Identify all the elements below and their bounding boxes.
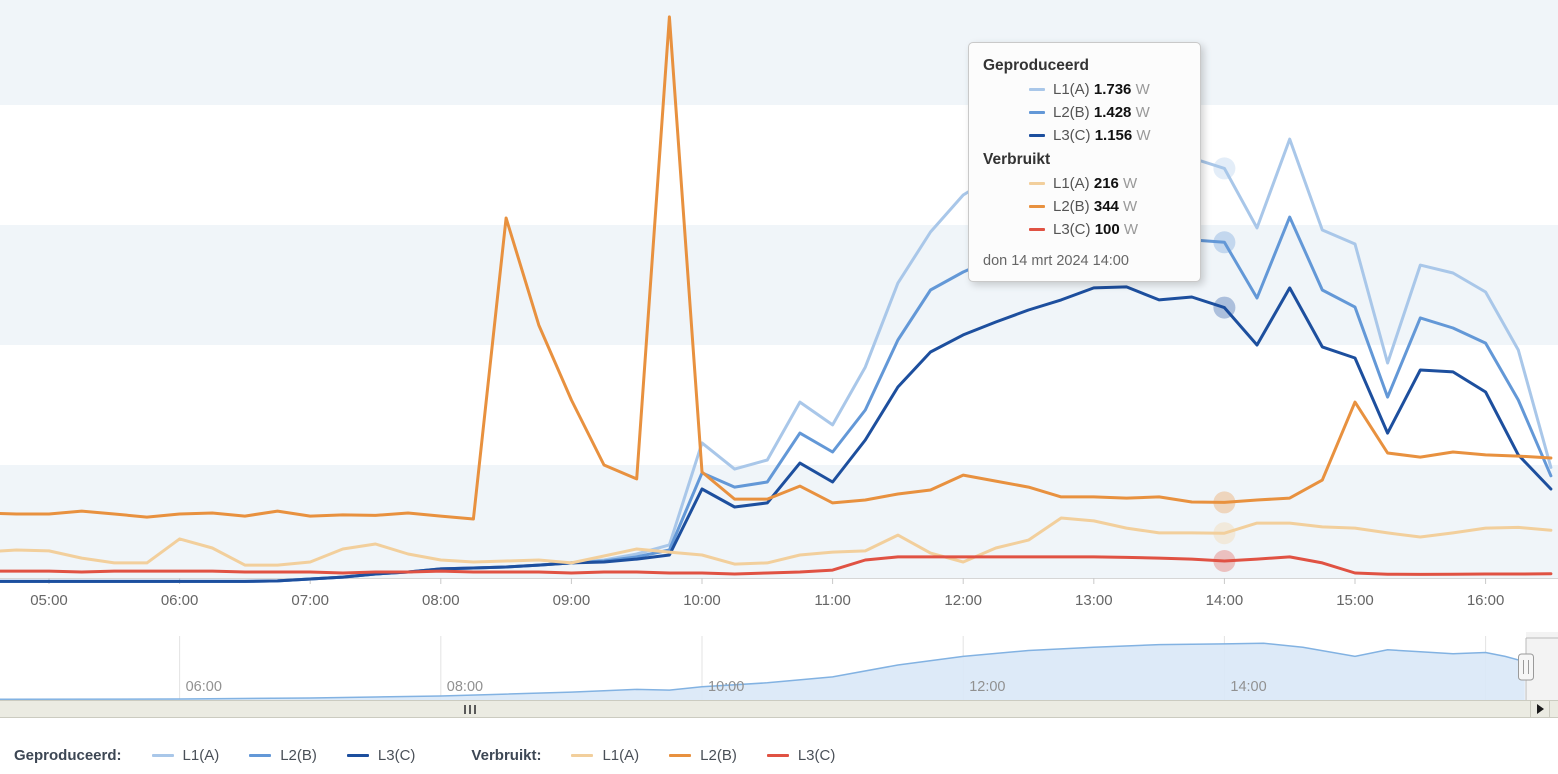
series-color-dash-icon: [1029, 87, 1045, 91]
legend-item-label: L2(B): [280, 746, 317, 764]
x-axis-label: 07:00: [291, 592, 329, 609]
x-axis-label: 12:00: [944, 592, 982, 609]
legend-item-geproduceerd-l1a[interactable]: L1(A): [151, 746, 220, 764]
legend-item-label: L1(A): [602, 746, 640, 764]
legend-item-label: L2(B): [700, 746, 737, 764]
tooltip-series-value: 100: [1094, 221, 1120, 238]
chart-legend: Geproduceerd: L1(A) L2(B) L3(C) Verbruikt: L1…: [14, 740, 865, 770]
legend-color-dash-icon: [669, 753, 692, 757]
tooltip-produced-title: Geproduceerd: [983, 57, 1089, 74]
legend-color-dash-icon: [346, 753, 369, 757]
hover-marker: [1213, 231, 1236, 254]
main-chart-plot[interactable]: 05:00 06:00 07:00 08:00 09:00 10:00 11:00 12:00…: [0, 0, 1558, 620]
tooltip-consumed-title: Verbruikt: [983, 151, 1051, 168]
tooltip-datetime: don 14 mrt 2024 14:00: [983, 253, 1129, 269]
legend-item-label: L1(A): [182, 746, 220, 764]
tooltip-series-unit: W: [1132, 127, 1151, 144]
tooltip-series-value: 216: [1093, 175, 1119, 192]
tooltip-series-unit: W: [1118, 198, 1138, 215]
series-color-dash-icon: [1029, 181, 1045, 185]
tooltip-series-label: L1(A): [1053, 81, 1094, 98]
hover-marker: [1213, 522, 1236, 545]
x-axis-label: 10:00: [683, 592, 721, 609]
tooltip-series-value: 344: [1093, 198, 1119, 215]
tooltip-row: L2(B) 1.428 W: [1029, 101, 1186, 124]
tooltip-series-value: 1.428: [1093, 104, 1132, 121]
tooltip-series-unit: W: [1131, 81, 1150, 98]
series-line-geproduceerd-l3c[interactable]: [0, 285, 1553, 583]
legend-color-dash-icon: [571, 753, 594, 757]
x-axis-label: 09:00: [553, 592, 591, 609]
x-axis-label: 13:00: [1075, 592, 1113, 609]
series-line-verbruikt-l2b[interactable]: [0, 15, 1553, 521]
chart-scrollbar[interactable]: [0, 700, 1558, 718]
scrollbar-right-button[interactable]: [1530, 701, 1550, 717]
series-color-dash-icon: [1029, 227, 1045, 231]
legend-item-geproduceerd-l3c[interactable]: L3(C): [346, 746, 416, 764]
hover-marker: [1213, 491, 1236, 514]
x-axis-label: 06:00: [161, 592, 199, 609]
legend-group-title: Geproduceerd:: [14, 746, 122, 764]
hover-marker: [1213, 296, 1236, 319]
tooltip-series-unit: W: [1118, 175, 1138, 192]
series-color-dash-icon: [1029, 204, 1045, 208]
navigator-line: [0, 642, 1525, 700]
navigator-axis-label: 12:00: [969, 679, 1005, 695]
tooltip-series-label: L2(B): [1053, 104, 1094, 121]
tooltip-produced-rows: L1(A) 1.736 W L2(B) 1.428 W L3(C) 1.156 W: [983, 78, 1186, 147]
navigator-axis-label: 06:00: [186, 679, 222, 695]
navigator-axis-label: 14:00: [1230, 679, 1266, 695]
navigator-axis-label: 10:00: [708, 679, 744, 695]
tooltip-row: L3(C) 100 W: [1029, 218, 1186, 241]
tooltip-series-value: 1.736: [1093, 81, 1132, 98]
tooltip-series-label: L2(B): [1053, 198, 1094, 215]
tooltip-series-value: 1.156: [1094, 127, 1133, 144]
legend-item-label: L3(C): [377, 746, 416, 764]
legend-item-verbruikt-l1a[interactable]: L1(A): [571, 747, 639, 764]
right-arrow-icon: [1536, 704, 1544, 714]
legend-item-geproduceerd-l2b[interactable]: L2(B): [249, 747, 317, 764]
series-line-verbruikt-l1a[interactable]: [0, 516, 1553, 567]
x-axis-label: 05:00: [30, 592, 68, 609]
series-color-dash-icon: [1029, 110, 1045, 114]
plot-band: [0, 0, 1558, 105]
navigator-area[interactable]: [0, 643, 1525, 700]
tooltip-series-label: L3(C): [1053, 127, 1095, 144]
tooltip-series-unit: W: [1131, 104, 1150, 121]
tooltip-row: L1(A) 1.736 W: [1029, 78, 1186, 101]
series-color-dash-icon: [1029, 133, 1045, 137]
legend-color-dash-icon: [151, 753, 174, 757]
legend-item-verbruikt-l3c[interactable]: L3(C): [766, 746, 836, 764]
navigator-axis-label: 08:00: [447, 679, 483, 695]
x-axis-label: 11:00: [814, 592, 850, 609]
x-axis-label: 08:00: [422, 592, 460, 609]
x-axis-label: 14:00: [1206, 592, 1244, 609]
tooltip-series-label: L1(A): [1053, 175, 1094, 192]
tooltip-series-unit: W: [1119, 221, 1139, 238]
series-line-verbruikt-l3c[interactable]: [0, 555, 1553, 576]
tooltip-row: L3(C) 1.156 W: [1029, 124, 1186, 147]
scrollbar-grip[interactable]: [464, 705, 476, 714]
x-axis-label: 15:00: [1336, 592, 1374, 609]
hover-marker: [1213, 550, 1236, 572]
hover-marker: [1213, 157, 1236, 180]
legend-color-dash-icon: [249, 753, 272, 757]
navigator-handle[interactable]: [1518, 653, 1534, 681]
tooltip-row: L2(B) 344 W: [1029, 195, 1186, 218]
legend-item-label: L3(C): [797, 746, 836, 764]
x-axis-label: 16:00: [1467, 592, 1505, 609]
legend-color-dash-icon: [766, 753, 789, 757]
legend-item-verbruikt-l2b[interactable]: L2(B): [669, 747, 737, 764]
plot-band: [0, 225, 1558, 345]
tooltip-row: L1(A) 216 W: [1029, 172, 1186, 195]
tooltip-series-label: L3(C): [1053, 221, 1095, 238]
legend-group-title: Verbruikt:: [471, 746, 542, 764]
tooltip-consumed-rows: L1(A) 216 W L2(B) 344 W L3(C) 100 W: [983, 172, 1186, 241]
navigator[interactable]: 06:00 08:00 10:00 12:00 14:00: [0, 632, 1558, 700]
